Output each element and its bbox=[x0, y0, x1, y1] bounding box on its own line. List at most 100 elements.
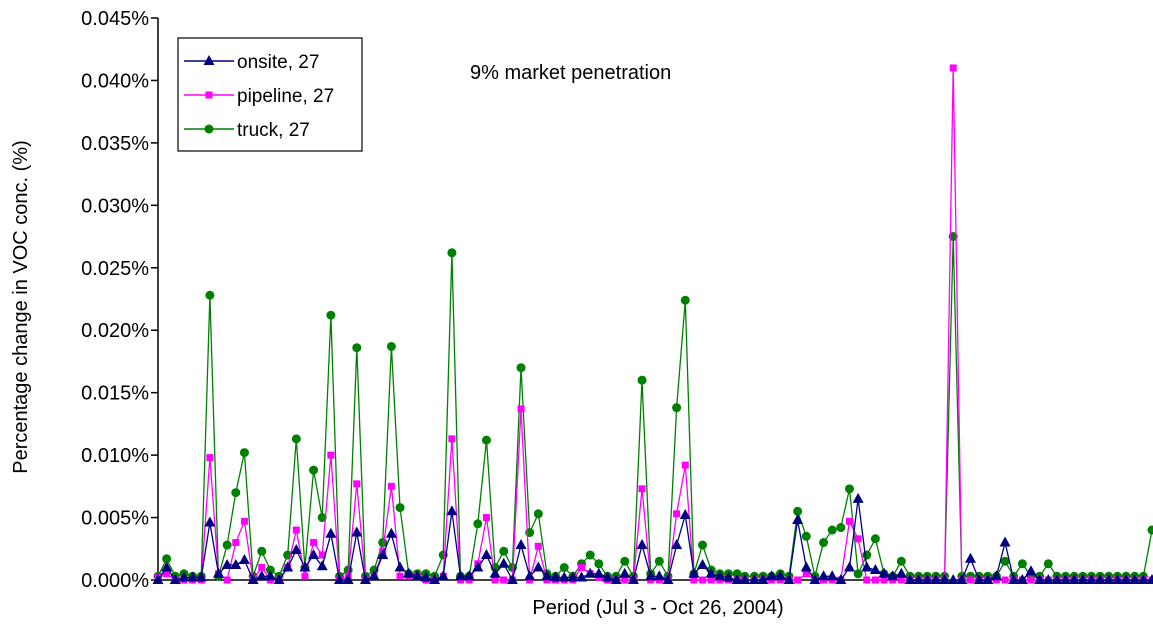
data-point bbox=[395, 503, 405, 513]
data-point bbox=[195, 571, 207, 582]
data-point bbox=[480, 549, 492, 560]
data-point bbox=[515, 539, 527, 550]
data-point bbox=[232, 539, 240, 547]
data-point bbox=[378, 538, 388, 548]
data-point bbox=[619, 567, 631, 578]
data-point bbox=[291, 434, 301, 444]
y-tick-label: 0.025% bbox=[81, 258, 149, 280]
data-point bbox=[264, 570, 276, 581]
data-point bbox=[1068, 574, 1080, 584]
data-point bbox=[1027, 576, 1035, 584]
data-point bbox=[645, 570, 657, 581]
data-point bbox=[265, 565, 275, 575]
data-point bbox=[169, 574, 181, 584]
data-point bbox=[517, 405, 525, 413]
data-point bbox=[327, 451, 335, 459]
data-point bbox=[532, 561, 544, 572]
y-axis-ticks: 0.000% 0.005% 0.010% 0.015% 0.020% 0.025% 0.03… bbox=[81, 8, 158, 592]
data-point bbox=[982, 574, 994, 584]
data-point bbox=[317, 513, 327, 523]
data-point bbox=[446, 505, 458, 516]
data-point bbox=[794, 576, 802, 584]
data-point bbox=[1016, 574, 1028, 584]
data-point bbox=[239, 448, 249, 458]
data-point bbox=[152, 574, 164, 584]
data-point bbox=[258, 564, 266, 572]
series-line bbox=[157, 236, 1153, 579]
data-point bbox=[869, 564, 881, 575]
data-point bbox=[854, 535, 862, 543]
data-point bbox=[688, 567, 700, 578]
data-point bbox=[853, 569, 863, 579]
annotation-text: 9% market penetration bbox=[470, 62, 671, 84]
data-point bbox=[673, 510, 681, 518]
data-point bbox=[1103, 574, 1115, 584]
data-point bbox=[638, 485, 646, 493]
data-point bbox=[836, 523, 846, 533]
data-point bbox=[516, 363, 526, 373]
data-point bbox=[601, 571, 613, 582]
data-point bbox=[783, 574, 795, 584]
y-tick-label: 0.035% bbox=[81, 133, 149, 155]
data-point bbox=[731, 574, 743, 584]
data-point bbox=[792, 514, 804, 525]
data-point bbox=[913, 574, 925, 584]
data-point bbox=[541, 570, 553, 581]
data-point bbox=[238, 554, 250, 565]
data-point bbox=[230, 559, 242, 570]
data-point bbox=[697, 559, 709, 570]
legend-label: truck, 27 bbox=[237, 120, 310, 141]
data-point bbox=[359, 574, 371, 584]
data-point bbox=[1034, 574, 1046, 584]
data-point bbox=[819, 538, 829, 548]
y-tick-label: 0.045% bbox=[81, 8, 149, 30]
data-point bbox=[290, 544, 302, 555]
data-point bbox=[896, 556, 906, 566]
data-point bbox=[385, 527, 397, 538]
data-point bbox=[921, 574, 933, 584]
data-point bbox=[766, 570, 778, 581]
data-point bbox=[757, 574, 769, 584]
data-point bbox=[930, 574, 942, 584]
data-point bbox=[1051, 574, 1063, 584]
data-point bbox=[411, 570, 423, 581]
data-point bbox=[947, 574, 959, 584]
data-point bbox=[394, 561, 406, 572]
data-point bbox=[895, 567, 907, 578]
data-point bbox=[204, 516, 216, 527]
legend-marker bbox=[203, 55, 215, 65]
data-point bbox=[809, 574, 821, 584]
series-truck bbox=[153, 232, 1153, 581]
y-tick-label: 0.040% bbox=[81, 70, 149, 92]
data-point bbox=[956, 574, 968, 584]
data-point bbox=[309, 465, 319, 475]
data-point bbox=[301, 572, 309, 580]
data-point bbox=[282, 561, 294, 572]
data-point bbox=[273, 574, 285, 584]
data-point bbox=[585, 550, 595, 560]
data-point bbox=[654, 556, 664, 566]
data-point bbox=[1017, 559, 1027, 569]
data-point bbox=[163, 570, 171, 578]
data-point bbox=[990, 570, 1002, 581]
data-point bbox=[1120, 574, 1132, 584]
data-point bbox=[621, 576, 629, 584]
data-point bbox=[627, 574, 639, 584]
data-point bbox=[222, 540, 232, 550]
data-point bbox=[256, 570, 268, 581]
data-point bbox=[353, 480, 361, 488]
y-tick-label: 0.020% bbox=[81, 320, 149, 342]
data-point bbox=[231, 488, 241, 498]
data-point bbox=[861, 561, 873, 572]
data-point bbox=[826, 570, 838, 581]
data-point bbox=[1000, 556, 1010, 566]
data-point bbox=[473, 519, 483, 529]
data-point bbox=[878, 567, 890, 578]
legend-marker bbox=[204, 124, 214, 134]
data-point bbox=[887, 570, 899, 581]
data-point bbox=[774, 570, 786, 581]
data-point bbox=[377, 549, 389, 560]
plot-area bbox=[152, 64, 1153, 584]
data-point bbox=[1146, 574, 1153, 584]
